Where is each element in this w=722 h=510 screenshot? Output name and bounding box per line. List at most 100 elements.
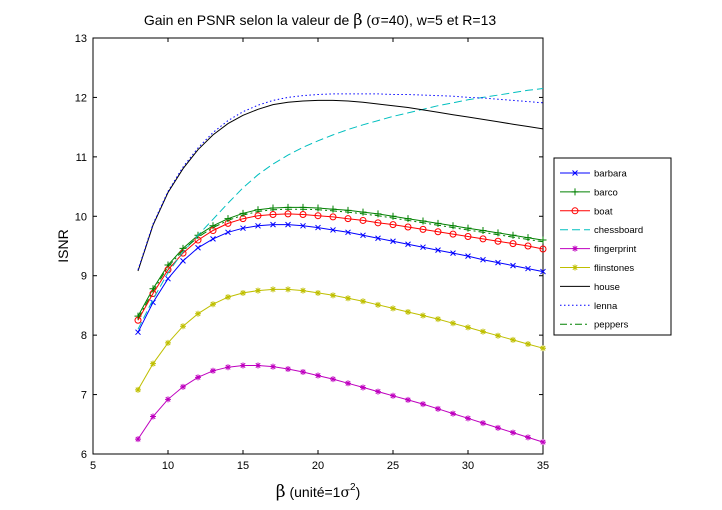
data-point-flinstones [405, 308, 411, 315]
data-point-barbara [450, 250, 456, 256]
data-point-barbara [405, 241, 411, 248]
data-point-fingerprint [360, 384, 366, 391]
series-peppers [137, 208, 544, 319]
x-tick-label: 20 [312, 460, 324, 472]
data-point-barbara [345, 229, 351, 236]
data-point-boat [479, 235, 487, 243]
series-line-flinstones [137, 288, 544, 391]
data-point-barco [299, 203, 307, 211]
data-point-barco [419, 217, 427, 225]
title-text-start: Gain en PSNR selon la valeur de [144, 12, 353, 28]
y-tick-label: 10 [75, 211, 87, 223]
data-point-barco [509, 231, 517, 239]
data-point-boat [209, 227, 217, 235]
data-point-boat [389, 221, 397, 229]
data-point-fingerprint [180, 383, 186, 390]
series-line-barbara [137, 224, 544, 333]
data-point-flinstones [450, 320, 456, 327]
legend-label: peppers [594, 320, 629, 331]
data-point-fingerprint [525, 434, 531, 441]
legend-entry-barco: barco [560, 187, 618, 198]
data-point-barco [344, 206, 352, 214]
legend-marker [572, 245, 578, 252]
data-point-barbara [510, 262, 516, 269]
data-point-barbara [225, 229, 231, 236]
legend-label: barco [594, 187, 618, 198]
legend-marker [572, 170, 578, 176]
data-point-flinstones [300, 287, 306, 294]
data-point-fingerprint [150, 413, 156, 420]
data-point-fingerprint [510, 429, 516, 436]
data-point-barbara [210, 236, 216, 242]
data-point-flinstones [510, 336, 516, 343]
x-tick-label: 35 [537, 460, 549, 472]
data-point-fingerprint [480, 420, 486, 427]
data-point-barco [404, 215, 412, 223]
y-tick-label: 6 [81, 449, 87, 461]
data-point-barbara [165, 275, 171, 282]
legend-label: boat [594, 206, 613, 217]
data-point-flinstones [360, 298, 366, 305]
data-point-boat [464, 232, 472, 240]
data-point-barco [494, 229, 502, 237]
data-point-boat [299, 211, 307, 219]
legend: barbara barco boat chessboard fingerprint fli… [553, 157, 672, 336]
data-point-fingerprint [450, 410, 456, 417]
x-label-text-end: ) [356, 484, 361, 500]
data-point-barbara [435, 247, 441, 254]
data-point-boat [524, 242, 532, 250]
data-point-boat [374, 219, 382, 227]
series-boat [134, 210, 547, 324]
data-point-fingerprint [390, 392, 396, 399]
data-point-flinstones [465, 324, 471, 331]
series-fingerprint [135, 362, 546, 446]
data-point-barbara [285, 221, 291, 228]
y-tick-label: 7 [81, 390, 87, 402]
data-point-flinstones [135, 386, 141, 393]
legend-label: chessboard [594, 225, 643, 236]
data-point-barbara [465, 253, 471, 259]
data-point-boat [494, 237, 502, 245]
legend-marker [571, 207, 579, 215]
data-point-flinstones [420, 312, 426, 319]
data-point-fingerprint [495, 424, 501, 431]
data-point-fingerprint [240, 362, 246, 369]
y-tick-label: 13 [75, 33, 87, 45]
y-axis-label: ISNR [55, 229, 71, 262]
data-point-fingerprint [300, 368, 306, 375]
data-point-fingerprint [330, 376, 336, 383]
data-point-fingerprint [135, 436, 141, 443]
series-layer [134, 88, 547, 446]
legend-entry-chessboard: chessboard [560, 225, 643, 236]
data-point-barbara [195, 244, 201, 251]
data-point-flinstones [375, 301, 381, 308]
data-point-barbara [420, 244, 426, 251]
legend-entry-house: house [560, 282, 620, 293]
data-point-flinstones [255, 287, 261, 294]
data-point-barco [524, 234, 532, 242]
data-point-barco [224, 215, 232, 223]
chart-title: Gain en PSNR selon la valeur de β (σ=40)… [144, 10, 497, 29]
data-point-flinstones [390, 305, 396, 312]
x-tick-label: 10 [162, 460, 174, 472]
legend-label: house [594, 282, 620, 293]
data-point-boat [509, 240, 517, 248]
data-point-barco [389, 212, 397, 220]
data-point-fingerprint [210, 367, 216, 374]
data-point-boat [449, 230, 457, 238]
data-point-boat [194, 236, 202, 244]
legend-label: barbara [594, 169, 627, 180]
data-point-barco [434, 219, 442, 227]
data-point-flinstones [285, 286, 291, 293]
x-label-beta-symbol: β [276, 482, 286, 502]
data-point-fingerprint [420, 401, 426, 408]
series-line-barco [137, 206, 544, 317]
x-label-text: (unité=1 [286, 484, 341, 500]
legend-entry-boat: boat [560, 206, 613, 217]
data-point-fingerprint [195, 374, 201, 381]
series-house [137, 99, 544, 272]
data-point-boat [314, 212, 322, 220]
x-tick-label: 15 [237, 460, 249, 472]
data-point-barbara [135, 329, 141, 336]
